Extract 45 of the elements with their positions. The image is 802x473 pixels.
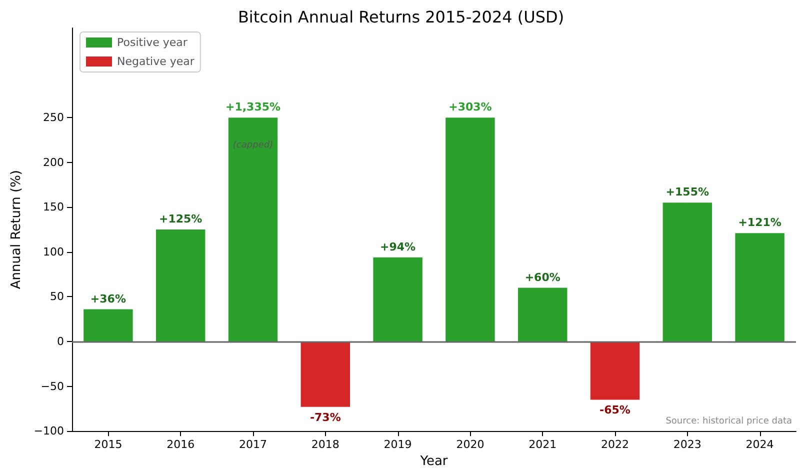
- x-tick-label: 2024: [746, 438, 774, 452]
- legend-label: Negative year: [117, 55, 195, 68]
- bar: [446, 118, 495, 342]
- x-tick-label: 2015: [94, 438, 122, 452]
- bar: [373, 257, 422, 342]
- x-tick-label: 2016: [166, 438, 195, 452]
- bar: [156, 230, 206, 342]
- x-tick-label: 2019: [384, 438, 412, 452]
- data-label: +36%: [90, 292, 126, 306]
- data-label: -73%: [310, 410, 341, 424]
- y-tick-label: 50: [50, 290, 64, 304]
- legend-label: Positive year: [117, 36, 188, 49]
- data-label: +121%: [738, 216, 782, 230]
- data-label: +60%: [524, 270, 560, 284]
- bar: [590, 342, 640, 400]
- chart-title: Bitcoin Annual Returns 2015-2024 (USD): [238, 8, 564, 26]
- bar: [84, 309, 133, 342]
- x-tick-label: 2022: [601, 438, 629, 452]
- bar: [735, 233, 784, 342]
- data-label: +125%: [159, 212, 202, 226]
- annotation: +303%: [448, 100, 492, 114]
- data-label: +94%: [380, 240, 416, 254]
- y-tick-label: 150: [43, 200, 64, 214]
- x-tick-label: 2021: [528, 438, 557, 452]
- y-tick-label: −100: [34, 424, 64, 438]
- x-axis-title: Year: [419, 454, 448, 469]
- annotation: (capped): [232, 140, 274, 151]
- data-label: +155%: [666, 186, 709, 199]
- data-label: -65%: [600, 404, 630, 417]
- annotation: +1,335%: [225, 100, 281, 114]
- bar: [518, 288, 568, 342]
- y-tick-label: 100: [43, 245, 64, 258]
- x-tick-label: 2023: [673, 438, 702, 452]
- bar: [662, 202, 712, 342]
- x-tick-label: 2017: [239, 438, 267, 452]
- y-tick-label: 0: [57, 335, 64, 348]
- bar: [300, 342, 350, 407]
- y-tick-label: 200: [43, 156, 64, 169]
- y-axis-title: Annual Return (%): [8, 170, 24, 290]
- x-tick-label: 2020: [456, 438, 484, 452]
- bar: [228, 118, 278, 342]
- y-tick-label: −50: [40, 380, 64, 393]
- x-tick-label: 2018: [311, 438, 340, 452]
- y-tick-label: 250: [43, 111, 64, 124]
- annotation: Source: historical price data: [666, 416, 792, 426]
